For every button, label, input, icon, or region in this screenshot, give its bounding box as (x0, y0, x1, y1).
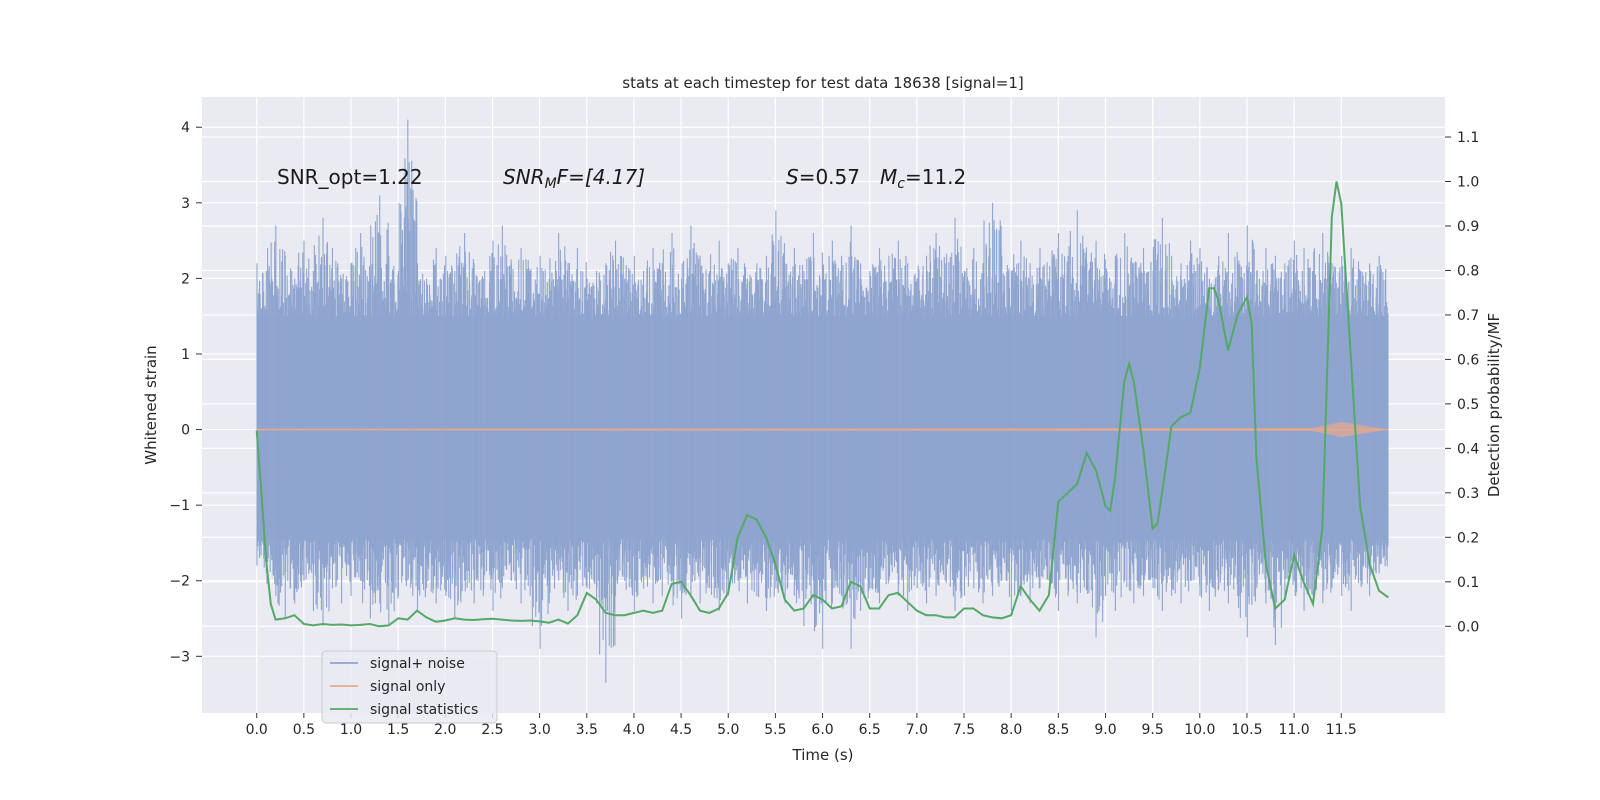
x-tick-label: 6.0 (811, 722, 833, 738)
y-left-tick-label: −1 (169, 498, 190, 514)
x-tick-label: 1.5 (387, 722, 409, 738)
annotation-s-symbol: S (786, 165, 799, 189)
annotation-snr-mf-subscript: M (545, 176, 557, 192)
signal-statistics-line (255, 181, 1389, 628)
y-right-axis-label: Detection probability/MF (1485, 313, 1503, 497)
y-left-axis-label: Whitened strain (142, 345, 160, 464)
x-tick-label: 7.0 (906, 722, 928, 738)
x-tick-label: 1.0 (340, 722, 362, 738)
y-right-tick-label: 0.9 (1457, 219, 1479, 235)
annotation-mc-symbol: M (880, 165, 897, 189)
legend-label-signal-statistics: signal statistics (370, 702, 478, 718)
y-right-tick-label: 0.1 (1457, 575, 1479, 591)
chart-title: stats at each timestep for test data 186… (622, 74, 1023, 92)
x-tick-label: 0.5 (293, 722, 315, 738)
x-tick-label: 3.5 (576, 722, 598, 738)
signal-noise-series (256, 119, 1389, 683)
x-axis-label: Time (s) (792, 746, 854, 764)
annotation-s: S=0.57 (786, 165, 860, 189)
y-right-tick-label: 0.8 (1457, 263, 1479, 279)
x-tick-label: 10.0 (1184, 722, 1215, 738)
legend-label-signal-only: signal only (370, 679, 445, 695)
y-right-tick-label: 1.1 (1457, 130, 1479, 146)
legend: signal+ noise signal only signal statist… (321, 650, 498, 724)
y-left-tick-label: −2 (169, 574, 190, 590)
x-tick-label: 5.5 (764, 722, 786, 738)
y-right-tick-label: 1.0 (1457, 175, 1479, 191)
x-tick-label: 3.0 (528, 722, 550, 738)
annotations: SNR_opt=1.22 SNRMF=[4.17] S=0.57 Mc=11.2 (277, 165, 966, 192)
legend-label-signal-noise: signal+ noise (370, 656, 465, 672)
x-tick-label: 7.5 (953, 722, 975, 738)
y-left-axis-ticks: 4 3 2 1 0 −1 −2 −3 (169, 120, 202, 665)
x-tick-label: 11.5 (1326, 722, 1357, 738)
y-right-tick-label: 0.0 (1457, 619, 1479, 635)
annotation-snr-opt: SNR_opt=1.22 (277, 165, 423, 189)
x-tick-label: 4.0 (623, 722, 645, 738)
x-tick-label: 11.0 (1279, 722, 1310, 738)
signal-only-series (256, 422, 1389, 438)
x-tick-label: 8.0 (1000, 722, 1022, 738)
y-right-tick-label: 0.7 (1457, 308, 1479, 324)
x-tick-label: 4.5 (670, 722, 692, 738)
y-left-tick-label: 3 (181, 196, 190, 212)
annotation-s-value: =0.57 (799, 165, 860, 189)
x-tick-label: 9.5 (1142, 722, 1164, 738)
y-left-tick-label: −3 (169, 649, 190, 665)
y-right-tick-label: 0.5 (1457, 397, 1479, 413)
y-left-tick-label: 2 (181, 271, 190, 287)
y-left-tick-label: 1 (181, 347, 190, 363)
x-tick-label: 6.5 (859, 722, 881, 738)
x-tick-label: 10.5 (1231, 722, 1262, 738)
y-right-tick-label: 0.6 (1457, 352, 1479, 368)
legend-box (321, 650, 498, 724)
annotation-mc-subscript: c (897, 176, 905, 192)
x-axis-ticks: 0.0 0.5 1.0 1.5 2.0 2.5 3.0 3.5 4.0 4.5 5.0 5.5 6.0 6… (246, 713, 1357, 738)
annotation-snr-mf: SNRMF=[4.17] (503, 165, 645, 192)
annotation-mc: Mc=11.2 (880, 165, 966, 192)
x-tick-label: 2.0 (434, 722, 456, 738)
annotation-snr-mf-rest: F=[4.17] (557, 165, 645, 189)
y-left-tick-label: 0 (181, 423, 190, 439)
y-right-tick-label: 0.3 (1457, 486, 1479, 502)
x-tick-label: 0.0 (246, 722, 268, 738)
annotation-snr-mf-symbol: SNR (503, 165, 545, 189)
x-tick-label: 5.0 (717, 722, 739, 738)
x-tick-label: 2.5 (481, 722, 503, 738)
x-tick-label: 8.5 (1047, 722, 1069, 738)
signal-statistics-series (255, 181, 1389, 628)
y-right-axis-ticks: 1.1 1.0 0.9 0.8 0.7 0.6 0.5 0.4 0.3 0.2 0.1 0.0 (1445, 130, 1479, 635)
annotation-mc-value: =11.2 (905, 165, 966, 189)
y-left-tick-label: 4 (181, 120, 190, 136)
y-right-tick-label: 0.4 (1457, 441, 1479, 457)
y-right-tick-label: 0.2 (1457, 530, 1479, 546)
x-tick-label: 9.0 (1094, 722, 1116, 738)
